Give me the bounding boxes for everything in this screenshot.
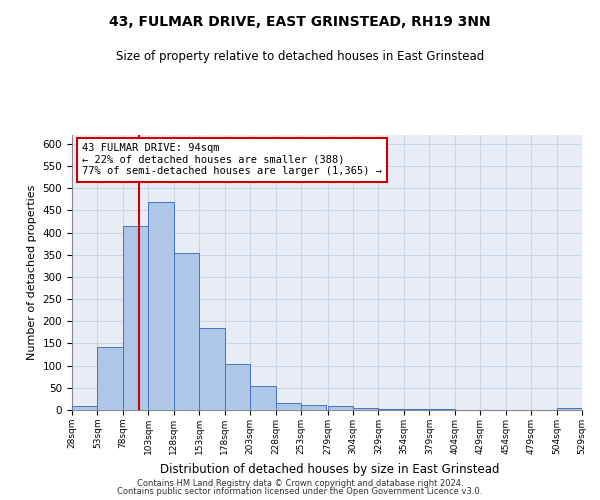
Bar bbox=[430, 409, 455, 410]
Bar bbox=[224, 364, 250, 410]
Bar bbox=[557, 408, 582, 410]
Bar bbox=[353, 408, 379, 410]
Bar bbox=[72, 406, 97, 410]
Text: 43, FULMAR DRIVE, EAST GRINSTEAD, RH19 3NN: 43, FULMAR DRIVE, EAST GRINSTEAD, RH19 3… bbox=[109, 15, 491, 29]
Bar bbox=[174, 253, 199, 410]
Bar bbox=[250, 386, 275, 410]
Bar bbox=[404, 409, 430, 410]
Bar bbox=[123, 226, 148, 410]
Bar bbox=[97, 346, 123, 410]
Bar bbox=[148, 202, 174, 410]
Text: Size of property relative to detached houses in East Grinstead: Size of property relative to detached ho… bbox=[116, 50, 484, 63]
Y-axis label: Number of detached properties: Number of detached properties bbox=[27, 185, 37, 360]
Text: Contains HM Land Registry data © Crown copyright and database right 2024.: Contains HM Land Registry data © Crown c… bbox=[137, 478, 463, 488]
Bar bbox=[379, 408, 404, 410]
Bar bbox=[328, 406, 353, 410]
Bar bbox=[301, 404, 326, 410]
Text: Distribution of detached houses by size in East Grinstead: Distribution of detached houses by size … bbox=[160, 464, 500, 476]
Text: Contains public sector information licensed under the Open Government Licence v3: Contains public sector information licen… bbox=[118, 487, 482, 496]
Text: 43 FULMAR DRIVE: 94sqm
← 22% of detached houses are smaller (388)
77% of semi-de: 43 FULMAR DRIVE: 94sqm ← 22% of detached… bbox=[82, 143, 382, 176]
Bar bbox=[199, 328, 224, 410]
Bar bbox=[275, 404, 301, 410]
